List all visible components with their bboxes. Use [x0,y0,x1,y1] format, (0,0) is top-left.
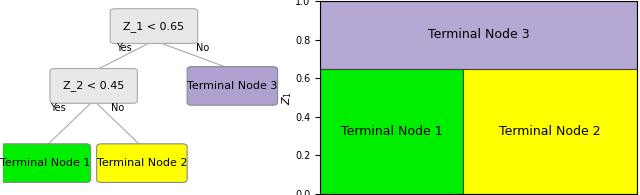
FancyBboxPatch shape [0,144,91,183]
Text: No: No [111,103,124,113]
FancyBboxPatch shape [50,68,138,103]
Text: Yes: Yes [116,43,132,53]
Text: Terminal Node 1: Terminal Node 1 [0,158,91,168]
FancyBboxPatch shape [97,144,187,183]
Y-axis label: $Z_1$: $Z_1$ [280,90,294,105]
Text: Z_1 < 0.65: Z_1 < 0.65 [124,21,184,32]
Text: Terminal Node 3: Terminal Node 3 [428,28,529,41]
Bar [320,68,463,194]
Text: Terminal Node 3: Terminal Node 3 [187,81,278,91]
FancyBboxPatch shape [110,9,198,43]
Text: No: No [196,43,209,53]
Text: Terminal Node 2: Terminal Node 2 [499,125,600,138]
Bar [320,1,637,68]
Text: Yes: Yes [50,103,65,113]
Bar [463,68,637,194]
Text: Terminal Node 1: Terminal Node 1 [340,125,442,138]
Text: Z_2 < 0.45: Z_2 < 0.45 [63,81,124,91]
FancyBboxPatch shape [187,67,278,105]
Text: Terminal Node 2: Terminal Node 2 [97,158,187,168]
